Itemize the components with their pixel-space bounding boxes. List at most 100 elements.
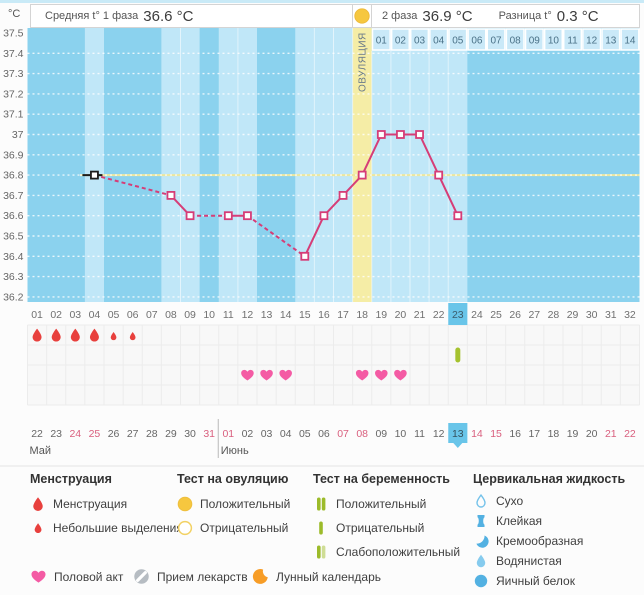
date-day-29[interactable]: 29 [165, 428, 177, 440]
cycle-day-23[interactable]: 23 [452, 309, 464, 321]
date-day-20[interactable]: 20 [586, 428, 598, 440]
measured-day-column [333, 28, 353, 302]
today-highlight [448, 423, 468, 443]
date-day-27[interactable]: 27 [127, 428, 139, 440]
date-day-24[interactable]: 24 [69, 428, 81, 440]
phase2-value: 36.9 °C [422, 7, 473, 25]
temp-point-day-20[interactable] [396, 130, 405, 139]
date-day-14[interactable]: 14 [471, 428, 483, 440]
cycle-day-12[interactable]: 12 [242, 309, 254, 321]
date-day-30[interactable]: 30 [184, 428, 196, 440]
date-day-28[interactable]: 28 [146, 428, 158, 440]
cycle-day-11[interactable]: 11 [223, 309, 234, 321]
menstruation-drop-icon [70, 328, 80, 342]
date-day-25[interactable]: 25 [89, 428, 101, 440]
cycle-day-14[interactable]: 14 [280, 309, 292, 321]
fluid-creamy-icon [476, 535, 489, 548]
cycle-day-30[interactable]: 30 [586, 309, 598, 321]
month-label: Июнь [221, 445, 249, 457]
cycle-day-25[interactable]: 25 [490, 309, 502, 321]
temp-point-day-12[interactable] [243, 211, 252, 221]
measured-day-column [161, 28, 181, 302]
legend-item: Сухо [473, 493, 625, 509]
cycle-day-31[interactable]: 31 [605, 309, 617, 321]
temp-point-day-19[interactable] [376, 130, 386, 139]
cycle-day-10[interactable]: 10 [203, 309, 215, 321]
cycle-day-01[interactable]: 01 [31, 309, 43, 321]
date-day-01[interactable]: 01 [222, 428, 234, 440]
intercourse-heart-icon [31, 570, 46, 583]
cycle-day-28[interactable]: 28 [548, 309, 560, 321]
phase2-day-cell [505, 28, 525, 51]
temp-point-day-8[interactable] [166, 190, 176, 200]
date-day-21[interactable]: 21 [605, 428, 617, 440]
date-day-05[interactable]: 05 [299, 428, 311, 440]
cycle-day-20[interactable]: 20 [395, 309, 407, 321]
cycle-day-16[interactable]: 16 [318, 309, 330, 321]
temp-point-day-18[interactable] [357, 170, 367, 180]
date-day-06[interactable]: 06 [318, 428, 330, 440]
cycle-day-04[interactable]: 04 [89, 309, 101, 321]
cycle-day-26[interactable]: 26 [509, 309, 521, 321]
phase2-day-cell [582, 28, 602, 51]
phase2-day-cell [543, 28, 563, 51]
date-day-07[interactable]: 07 [337, 428, 349, 440]
date-day-19[interactable]: 19 [567, 428, 579, 440]
date-day-26[interactable]: 26 [108, 428, 120, 440]
date-day-31[interactable]: 31 [203, 428, 215, 440]
cycle-day-17[interactable]: 17 [337, 309, 349, 321]
date-day-18[interactable]: 18 [548, 428, 560, 440]
date-day-04[interactable]: 04 [280, 428, 292, 440]
date-day-11[interactable]: 11 [414, 428, 425, 440]
temp-point-day-16[interactable] [319, 211, 329, 221]
temp-point-day-17[interactable] [338, 190, 348, 200]
cycle-day-08[interactable]: 08 [165, 309, 177, 321]
cycle-day-21[interactable]: 21 [414, 309, 426, 321]
date-day-02[interactable]: 02 [242, 428, 254, 440]
temp-point-day-11[interactable] [223, 211, 233, 221]
ovulation-test-positive-icon [177, 496, 193, 511]
date-day-15[interactable]: 15 [490, 428, 502, 440]
cycle-day-29[interactable]: 29 [567, 309, 579, 321]
date-day-16[interactable]: 16 [509, 428, 521, 440]
date-day-08[interactable]: 08 [356, 428, 368, 440]
cycle-day-18[interactable]: 18 [356, 309, 368, 321]
date-day-13[interactable]: 13 [452, 428, 464, 440]
date-day-23[interactable]: 23 [50, 428, 62, 440]
legend-item: Яичный белок [473, 573, 625, 589]
cycle-day-07[interactable]: 07 [146, 309, 158, 321]
cycle-day-05[interactable]: 05 [108, 309, 120, 321]
temp-point-day-9[interactable] [185, 211, 195, 221]
temp-point-day-15[interactable] [300, 251, 310, 261]
y-axis-tick-label: 36.2 [3, 291, 24, 302]
date-day-22[interactable]: 22 [624, 428, 636, 440]
cycle-day-22[interactable]: 22 [433, 309, 445, 321]
temp-point-day-21[interactable] [415, 130, 424, 139]
pregnancy-test-weak-icon [317, 545, 326, 558]
phase2-label: 2 фаза [382, 10, 418, 22]
date-day-10[interactable]: 10 [395, 428, 407, 440]
cycle-day-02[interactable]: 02 [50, 309, 62, 321]
cycle-day-15[interactable]: 15 [299, 309, 311, 321]
cycle-day-24[interactable]: 24 [471, 309, 483, 321]
cycle-day-03[interactable]: 03 [69, 309, 81, 321]
cycle-day-19[interactable]: 19 [375, 309, 387, 321]
phase2-day-cell [467, 28, 487, 51]
phase2-day-cell [371, 28, 391, 51]
cycle-day-06[interactable]: 06 [127, 309, 139, 321]
date-day-09[interactable]: 09 [375, 428, 387, 440]
phase2-day-label: 05 [452, 36, 464, 47]
cycle-day-27[interactable]: 27 [528, 309, 540, 321]
cycle-day-32[interactable]: 32 [624, 309, 636, 321]
cycle-day-09[interactable]: 09 [184, 309, 196, 321]
temp-point-day-22[interactable] [434, 170, 444, 180]
temp-segment [418, 134, 440, 176]
date-day-17[interactable]: 17 [528, 428, 540, 440]
temp-point-day-23[interactable] [453, 211, 463, 221]
y-axis-tick-label: 36.9 [3, 149, 24, 161]
temp-point-day-4[interactable] [90, 170, 99, 180]
date-day-22[interactable]: 22 [31, 428, 43, 440]
cycle-day-13[interactable]: 13 [261, 309, 273, 321]
date-day-03[interactable]: 03 [261, 428, 273, 440]
date-day-12[interactable]: 12 [433, 428, 445, 440]
